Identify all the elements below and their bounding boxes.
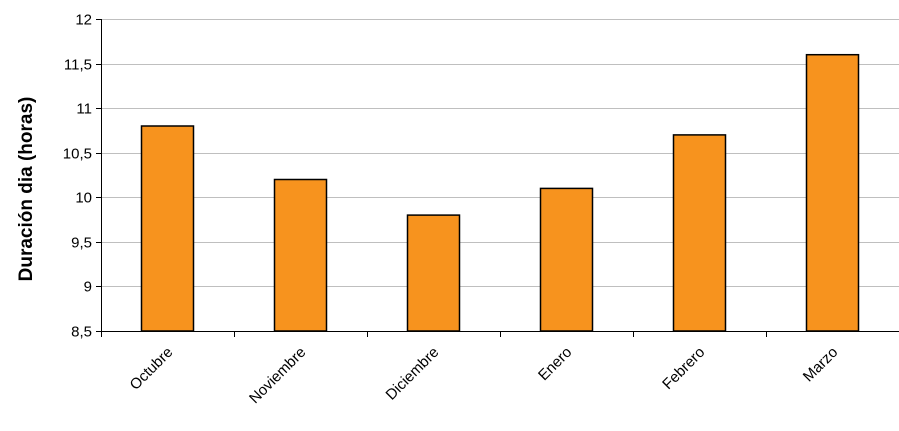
y-tick-label: 12 (75, 12, 92, 29)
y-tick-label: 10 (75, 190, 92, 207)
y-tick-label: 9,5 (71, 235, 92, 252)
x-tick-label: Noviembre (246, 344, 309, 407)
bar-octubre (140, 125, 195, 332)
y-tick-label: 11,5 (64, 57, 92, 74)
bar-marzo (805, 53, 860, 332)
bars (140, 53, 860, 332)
bar-enero (539, 187, 594, 332)
x-tick-label: Enero (535, 344, 575, 384)
y-axis-label: Duración dia (horas) (16, 97, 37, 282)
bar-diciembre (406, 214, 461, 332)
x-tick-label: Febrero (659, 344, 708, 393)
x-tick-label: Diciembre (383, 344, 443, 404)
y-tick-label: 9 (84, 279, 92, 296)
bar-febrero (672, 134, 727, 332)
bar-noviembre (273, 178, 328, 332)
y-tick-labels: 8,5 9 9,5 10 10,5 11 11,5 12 (63, 12, 92, 341)
x-tick-labels: Octubre Noviembre Diciembre Enero Febrero Mar… (127, 344, 842, 407)
x-tick-label: Octubre (127, 344, 177, 394)
axes (96, 19, 899, 337)
grid-lines (101, 19, 899, 287)
y-tick-label: 11 (76, 101, 92, 118)
y-tick-label: 8,5 (71, 324, 92, 341)
y-tick-label: 10,5 (63, 146, 92, 163)
x-tick-label: Marzo (800, 344, 841, 385)
